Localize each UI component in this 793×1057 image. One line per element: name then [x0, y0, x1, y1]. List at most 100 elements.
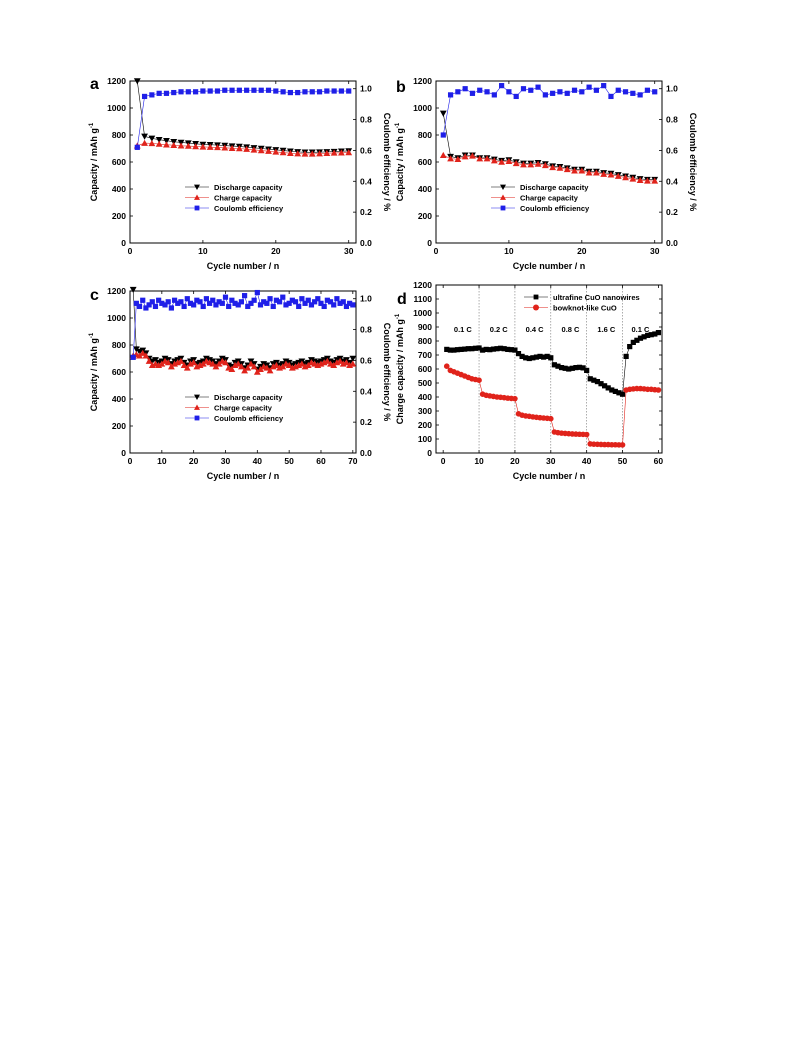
data-point [454, 347, 461, 353]
data-point [637, 92, 643, 98]
data-point [515, 351, 522, 357]
y-tick-label: 400 [112, 184, 126, 194]
data-point [162, 302, 168, 308]
data-point [537, 353, 543, 359]
x-tick-label: 30 [344, 246, 354, 256]
data-point [623, 353, 629, 359]
data-point [258, 87, 264, 93]
x-tick-label: 10 [157, 456, 167, 466]
data-point [637, 335, 644, 341]
data-point [469, 152, 476, 159]
legend-label: Coulomb efficiency [520, 204, 590, 213]
data-point [490, 157, 498, 164]
data-point [323, 357, 331, 364]
data-point [555, 363, 561, 369]
data-point [155, 137, 163, 144]
data-point [550, 90, 556, 96]
legend: ultrafine CuO nanowires bowknot-like CuO [524, 293, 640, 313]
data-point [564, 90, 570, 96]
data-point [273, 88, 279, 94]
y2-tick-label: 0.2 [360, 207, 372, 217]
data-point [556, 164, 564, 171]
rate-label: 0.1 C [632, 325, 651, 334]
data-point [168, 305, 174, 311]
data-point [612, 388, 618, 394]
series-ultrafine-cuo-nanowires [444, 330, 662, 397]
data-point [289, 297, 295, 303]
data-point [236, 87, 242, 93]
y-tick-label: 600 [112, 157, 126, 167]
data-point [487, 347, 493, 353]
y2-tick-label: 0.8 [666, 115, 678, 125]
data-point [318, 300, 324, 306]
data-point [309, 89, 315, 95]
y2-tick-label: 0.4 [360, 386, 372, 396]
legend: Discharge capacity Charge capacityCoulomb… [185, 393, 284, 423]
panel-d: d 0.1 C 0.2 C 0.4 C 0.8 C 1.6 C 0.1 C 0 10 20 30 40… [395, 280, 663, 481]
data-point [200, 88, 206, 94]
data-point [578, 167, 586, 174]
data-point [184, 296, 190, 302]
legend-marker [533, 294, 539, 300]
data-point [499, 83, 505, 89]
y-axis-label-text: Capacity / mAh g [89, 338, 99, 411]
legend-label: Charge capacity [214, 404, 273, 413]
data-point [614, 172, 622, 179]
data-point [266, 367, 274, 374]
data-point [548, 355, 554, 361]
y2-tick-label: 0.4 [666, 176, 678, 186]
y-tick-label: 300 [418, 406, 432, 416]
data-point [497, 345, 504, 351]
data-point [349, 355, 357, 362]
data-point [244, 364, 252, 371]
legend-marker [533, 304, 539, 311]
data-point [238, 363, 245, 370]
data-point [527, 161, 535, 168]
y-axis-label-text: Capacity / mAh g [395, 128, 405, 201]
data-point [655, 387, 662, 393]
data-point [443, 363, 450, 370]
data-point [254, 289, 260, 296]
legend-label: Coulomb efficiency [214, 204, 284, 213]
y-tick-label: 500 [418, 378, 432, 388]
data-point [214, 144, 221, 151]
data-point [228, 144, 236, 151]
data-point [480, 347, 486, 353]
data-point [159, 300, 165, 306]
data-point [142, 352, 150, 359]
x-tick-label: 10 [198, 246, 208, 256]
data-point [530, 355, 536, 361]
y-axis-label-superscript: -1 [395, 313, 401, 319]
data-point [469, 346, 475, 352]
data-point [226, 303, 232, 310]
data-point [541, 354, 547, 360]
y-tick-label: 800 [418, 336, 432, 346]
data-point [177, 142, 185, 149]
y-tick-label: 1200 [107, 76, 126, 86]
data-point [267, 296, 273, 302]
data-point [520, 86, 527, 92]
data-point [622, 174, 629, 181]
data-point [270, 303, 276, 310]
data-point [586, 84, 592, 90]
data-point [571, 87, 578, 93]
data-point [294, 150, 302, 157]
data-point [265, 147, 272, 154]
x-tick-label: 0 [128, 456, 133, 466]
y-axis-label: Capacity / mAh g-1 [395, 122, 405, 201]
x-axis-label: Cycle number / n [513, 261, 586, 271]
data-point [190, 359, 198, 366]
data-point [312, 299, 318, 305]
x-tick-label: 30 [650, 246, 660, 256]
data-point [148, 135, 156, 142]
data-point [163, 90, 170, 96]
data-point [316, 150, 323, 157]
data-point [465, 346, 471, 352]
data-point [345, 149, 353, 156]
y2-tick-label: 1.0 [666, 84, 678, 94]
data-point [191, 302, 197, 308]
y-tick-label: 400 [112, 394, 126, 404]
data-point [315, 296, 321, 302]
data-point [234, 360, 242, 367]
data-point [584, 367, 590, 373]
